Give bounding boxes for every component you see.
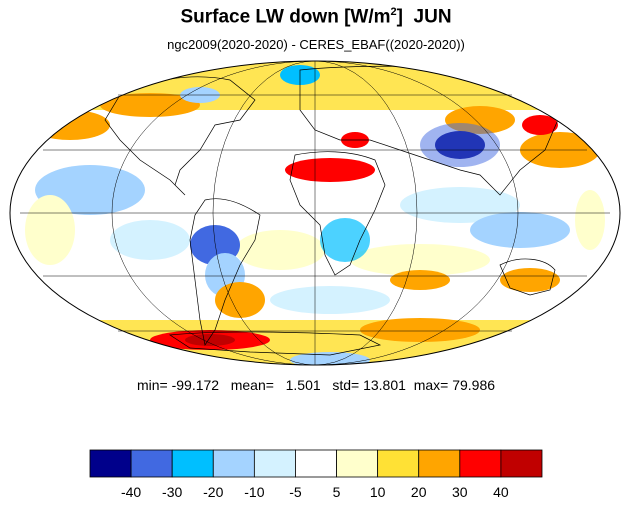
colorbar-swatch	[459, 449, 502, 478]
colorbar-tick-label: 10	[369, 484, 386, 500]
std-value: 13.801	[363, 377, 406, 393]
colorbar-tick-label: 30	[452, 484, 468, 500]
colorbar-swatch	[336, 449, 379, 478]
colorbar-swatch	[500, 449, 543, 478]
colorbar-swatch	[212, 449, 255, 478]
colorbar-tick-label: 5	[332, 484, 341, 500]
colorbar-swatch	[253, 449, 296, 478]
colorbar-swatch	[295, 449, 337, 478]
colorbar-tick-label: 20	[410, 484, 427, 500]
plot-title: Surface LW down [W/m2] JUN	[0, 6, 632, 28]
colorbar-tick-label: -40	[120, 484, 142, 500]
colorbar-swatch	[89, 449, 132, 478]
title-text: Surface LW down [W/m	[180, 6, 391, 28]
mean-label: mean=	[230, 377, 274, 393]
colorbar-swatch	[377, 449, 420, 478]
plot-subtitle: ngc2009(2020-2020) - CERES_EBAF((2020-20…	[167, 37, 465, 52]
min-value: -99.172	[171, 377, 220, 393]
mean-value: 1.501	[285, 377, 321, 393]
statistics-line: min= -99.172 mean= 1.501 std= 13.801 max…	[0, 377, 632, 393]
colorbar-tick-label: 40	[493, 484, 509, 500]
title-bracket: ]	[396, 6, 403, 28]
title-month: JUN	[413, 6, 452, 28]
colorbar-tick-label: -30	[162, 484, 183, 500]
min-label: min=	[136, 377, 168, 393]
colorbar-swatch	[171, 449, 214, 478]
colorbar-tick-label: -20	[203, 484, 224, 500]
map-border	[9, 60, 621, 366]
colorbar-tick-label: -10	[244, 484, 265, 500]
colorbar-swatch	[130, 449, 173, 478]
colorbar-swatch	[418, 449, 461, 478]
std-label: std=	[332, 377, 360, 393]
colorbar-tick-label: -5	[289, 484, 302, 500]
title-superscript: 2	[390, 6, 397, 18]
max-value: 79.986	[452, 377, 496, 393]
max-label: max=	[413, 377, 449, 393]
